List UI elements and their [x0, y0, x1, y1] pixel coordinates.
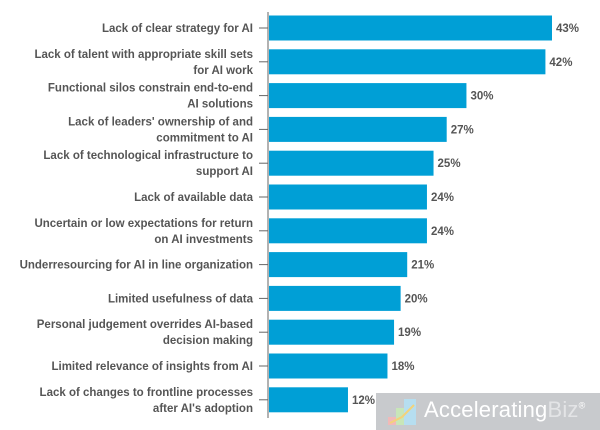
bar [269, 387, 348, 413]
category-label: Lack of changes to frontline processes af… [40, 387, 253, 415]
category-label-line: for AI work [193, 65, 253, 77]
bar [269, 150, 434, 176]
category-label: Lack of clear strategy for AI [102, 23, 253, 35]
bar-value-label: 43% [556, 23, 579, 35]
category-label-line: Limited usefulness of data [108, 293, 254, 305]
bar-value-label: 42% [549, 57, 572, 69]
category-label-line: commitment to AI [156, 132, 253, 144]
bar-value-label: 12% [352, 395, 375, 407]
category-label: Underresourcing for AI in line organizat… [20, 260, 253, 272]
category-label-line: Functional silos constrain end-to-end [48, 83, 253, 95]
bar-value-label: 30% [470, 91, 493, 103]
bar-value-label: 27% [451, 124, 474, 136]
bar [269, 15, 552, 41]
category-label-line: Underresourcing for AI in line organizat… [20, 260, 253, 272]
category-label-line: Personal judgement overrides AI-based [37, 319, 253, 331]
category-label: Uncertain or low expectations for return… [34, 218, 253, 246]
category-label: Lack of talent with appropriate skill se… [34, 49, 253, 77]
bar-value-label: 24% [431, 226, 454, 238]
category-label-line: support AI [196, 166, 253, 178]
logo-chart-icon [388, 399, 416, 425]
category-label: Limited relevance of insights from AI [51, 361, 253, 373]
category-label-line: Lack of clear strategy for AI [102, 23, 253, 35]
bar-value-label: 24% [431, 192, 454, 204]
bar [269, 49, 546, 75]
category-label-line: Uncertain or low expectations for return [34, 218, 253, 230]
category-label-line: Limited relevance of insights from AI [51, 361, 253, 373]
category-label: Lack of technological infrastructure to s… [43, 150, 253, 178]
bar [269, 353, 388, 379]
category-label: Lack of available data [134, 192, 253, 204]
category-label: Lack of leaders' ownership of and commitm… [68, 116, 253, 144]
category-label-line: decision making [163, 335, 253, 347]
bar-value-label: 19% [398, 327, 421, 339]
bar [269, 116, 447, 142]
bar-value-label: 18% [391, 361, 414, 373]
category-label-line: Lack of talent with appropriate skill se… [34, 49, 253, 61]
category-label-line: Lack of technological infrastructure to [43, 150, 253, 162]
bar [269, 252, 408, 278]
category-label-line: after AI's adoption [153, 403, 253, 415]
category-label-line: Lack of changes to frontline processes [40, 387, 253, 399]
category-label-line: Lack of available data [134, 192, 253, 204]
bar [269, 218, 427, 244]
category-label: Personal judgement overrides AI-based dec… [37, 319, 253, 347]
category-label-line: Lack of leaders' ownership of and [68, 116, 253, 128]
bar-value-label: 20% [405, 293, 428, 305]
bar [269, 83, 467, 109]
watermark-text: AcceleratingBiz® [424, 397, 586, 422]
bar-value-label: 21% [411, 260, 434, 272]
acceleratingbiz-watermark: AcceleratingBiz® [376, 393, 600, 430]
bar [269, 319, 395, 345]
category-label-line: AI solutions [187, 99, 253, 111]
category-label-line: on AI investments [154, 234, 253, 246]
category-label: Limited usefulness of data [108, 293, 254, 305]
bar [269, 184, 427, 210]
bar [269, 285, 401, 311]
category-label: Functional silos constrain end-to-end AI … [48, 83, 253, 111]
bar-value-label: 25% [438, 158, 461, 170]
